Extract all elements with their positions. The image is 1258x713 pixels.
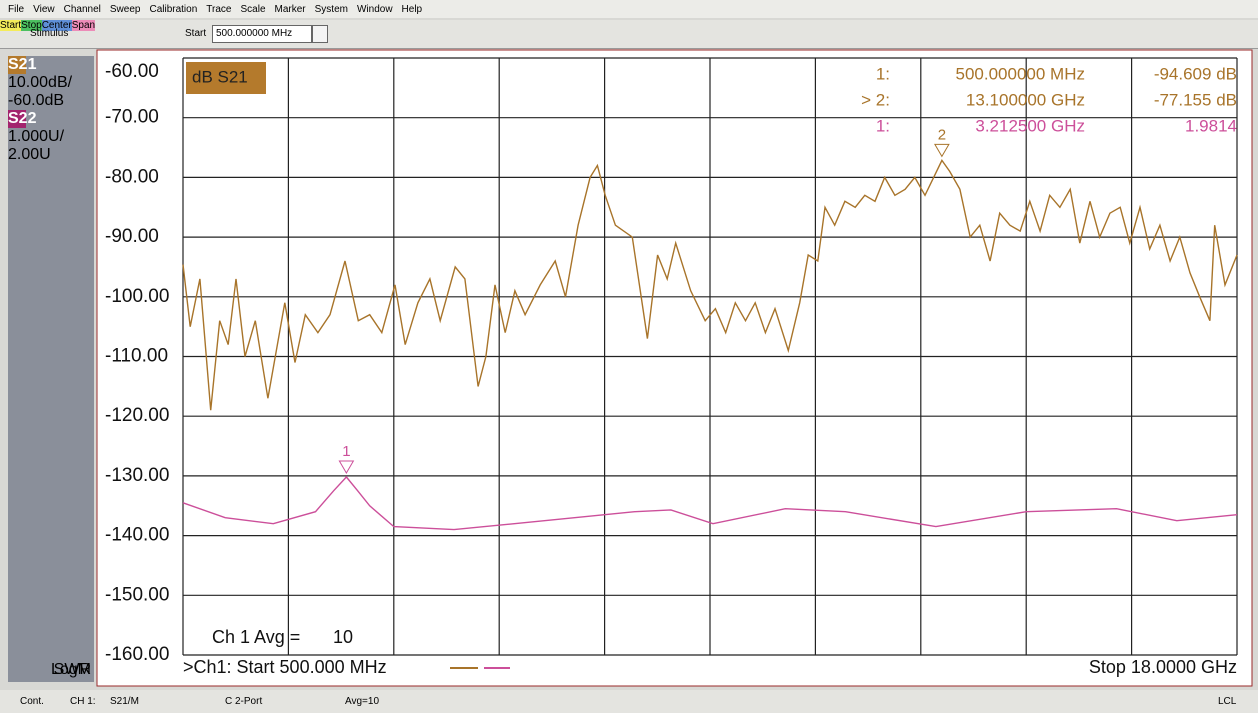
- marker-label: 1: [342, 443, 350, 460]
- status-item: C 2-Port: [225, 696, 263, 707]
- marker-readout: 13.100000 GHz: [966, 90, 1085, 109]
- trace: [182, 475, 1238, 531]
- trace-format: SWR: [53, 661, 91, 678]
- trace-format: LogM: [50, 661, 91, 678]
- marker-readout: 1:: [876, 116, 890, 135]
- marker-label: 2: [938, 126, 946, 143]
- status-bar: Cont. CH 1: S21/M C 2-Port Avg=10 LCL: [0, 690, 1258, 713]
- stop-label: Stop 18.0000 GHz: [1089, 657, 1237, 677]
- menu-item[interactable]: System: [314, 3, 348, 15]
- trace-panel: S21 10.00dB/-60.0dB LogM S22 1.000U/2.00U SWR: [8, 56, 94, 682]
- marker-readout: 3.212500 GHz: [975, 116, 1085, 135]
- menu-item[interactable]: Marker: [274, 3, 306, 15]
- marker-triangle: [934, 143, 950, 158]
- chart-title: dB S21: [192, 67, 248, 86]
- y-tick-label: -60.00: [105, 61, 159, 82]
- title-badge: [186, 62, 266, 94]
- y-tick-label: -160.00: [105, 644, 169, 665]
- avg-value: 10: [333, 627, 353, 647]
- toolbar-button[interactable]: Start: [0, 20, 22, 31]
- y-tick-label: -70.00: [105, 107, 159, 128]
- y-tick-label: -120.00: [105, 405, 169, 426]
- trace-scale: 1.000U/: [8, 128, 65, 145]
- toolbar-button[interactable]: Span: [71, 20, 96, 31]
- menu-bar: File View Channel Sweep Calibration Trace Scal…: [0, 0, 1258, 18]
- trace-ref: 2.00U: [8, 146, 51, 163]
- toolbar-button[interactable]: Stop: [21, 20, 42, 31]
- menu-item[interactable]: Channel: [63, 3, 101, 15]
- toolbar-button[interactable]: Center: [41, 20, 72, 31]
- trace-ref: -60.0dB: [8, 92, 65, 109]
- status-item: LCL: [1218, 696, 1237, 707]
- plot-frame: [96, 49, 1253, 687]
- avg-label: Ch 1 Avg =: [212, 627, 300, 647]
- menu-item[interactable]: Help: [401, 3, 423, 15]
- trace-entry[interactable]: S22 1.000U/2.00U SWR: [8, 110, 94, 678]
- menu-item[interactable]: File: [8, 3, 25, 15]
- toolbar: Stimulus Start 500.000000 MHz StartStopC…: [0, 20, 1258, 49]
- status-item: Avg=10: [345, 696, 380, 707]
- spinner[interactable]: [312, 25, 328, 43]
- y-tick-label: -90.00: [105, 226, 159, 247]
- status-item: CH 1:: [70, 696, 96, 707]
- marker-readout: 500.000000 MHz: [956, 64, 1085, 83]
- group-label: Stimulus: [30, 28, 69, 39]
- status-item: Cont.: [20, 696, 44, 707]
- y-tick-label: -100.00: [105, 286, 169, 307]
- y-tick-label: -110.00: [105, 346, 168, 367]
- y-tick-label: -150.00: [105, 584, 169, 605]
- y-tick-label: -140.00: [105, 525, 169, 546]
- marker-readout: -77.155 dB: [1154, 90, 1237, 109]
- menu-item[interactable]: Calibration: [149, 3, 198, 15]
- marker-readout: 1.9814: [1185, 116, 1237, 135]
- menu-item[interactable]: View: [33, 3, 55, 15]
- menu-item[interactable]: Trace: [206, 3, 232, 15]
- start-label: >Ch1: Start 500.000 MHz: [183, 657, 387, 677]
- field-label: Start: [185, 28, 207, 39]
- trace-scale: 10.00dB/: [8, 74, 73, 91]
- marker-triangle: [338, 460, 355, 475]
- menu-item[interactable]: Window: [356, 3, 393, 15]
- marker-readout: -94.609 dB: [1154, 64, 1237, 83]
- menu-item[interactable]: Scale: [240, 3, 266, 15]
- marker-readout: > 2:: [861, 90, 890, 109]
- trace: [182, 159, 1238, 411]
- y-tick-label: -130.00: [105, 465, 169, 486]
- menu-item[interactable]: Sweep: [109, 3, 141, 15]
- y-tick-label: -80.00: [105, 166, 159, 187]
- trace-entry[interactable]: S21 10.00dB/-60.0dB LogM: [8, 56, 94, 678]
- marker-readout: 1:: [876, 64, 890, 83]
- status-item: S21/M: [110, 696, 139, 707]
- start-input[interactable]: 500.000000 MHz: [212, 25, 312, 43]
